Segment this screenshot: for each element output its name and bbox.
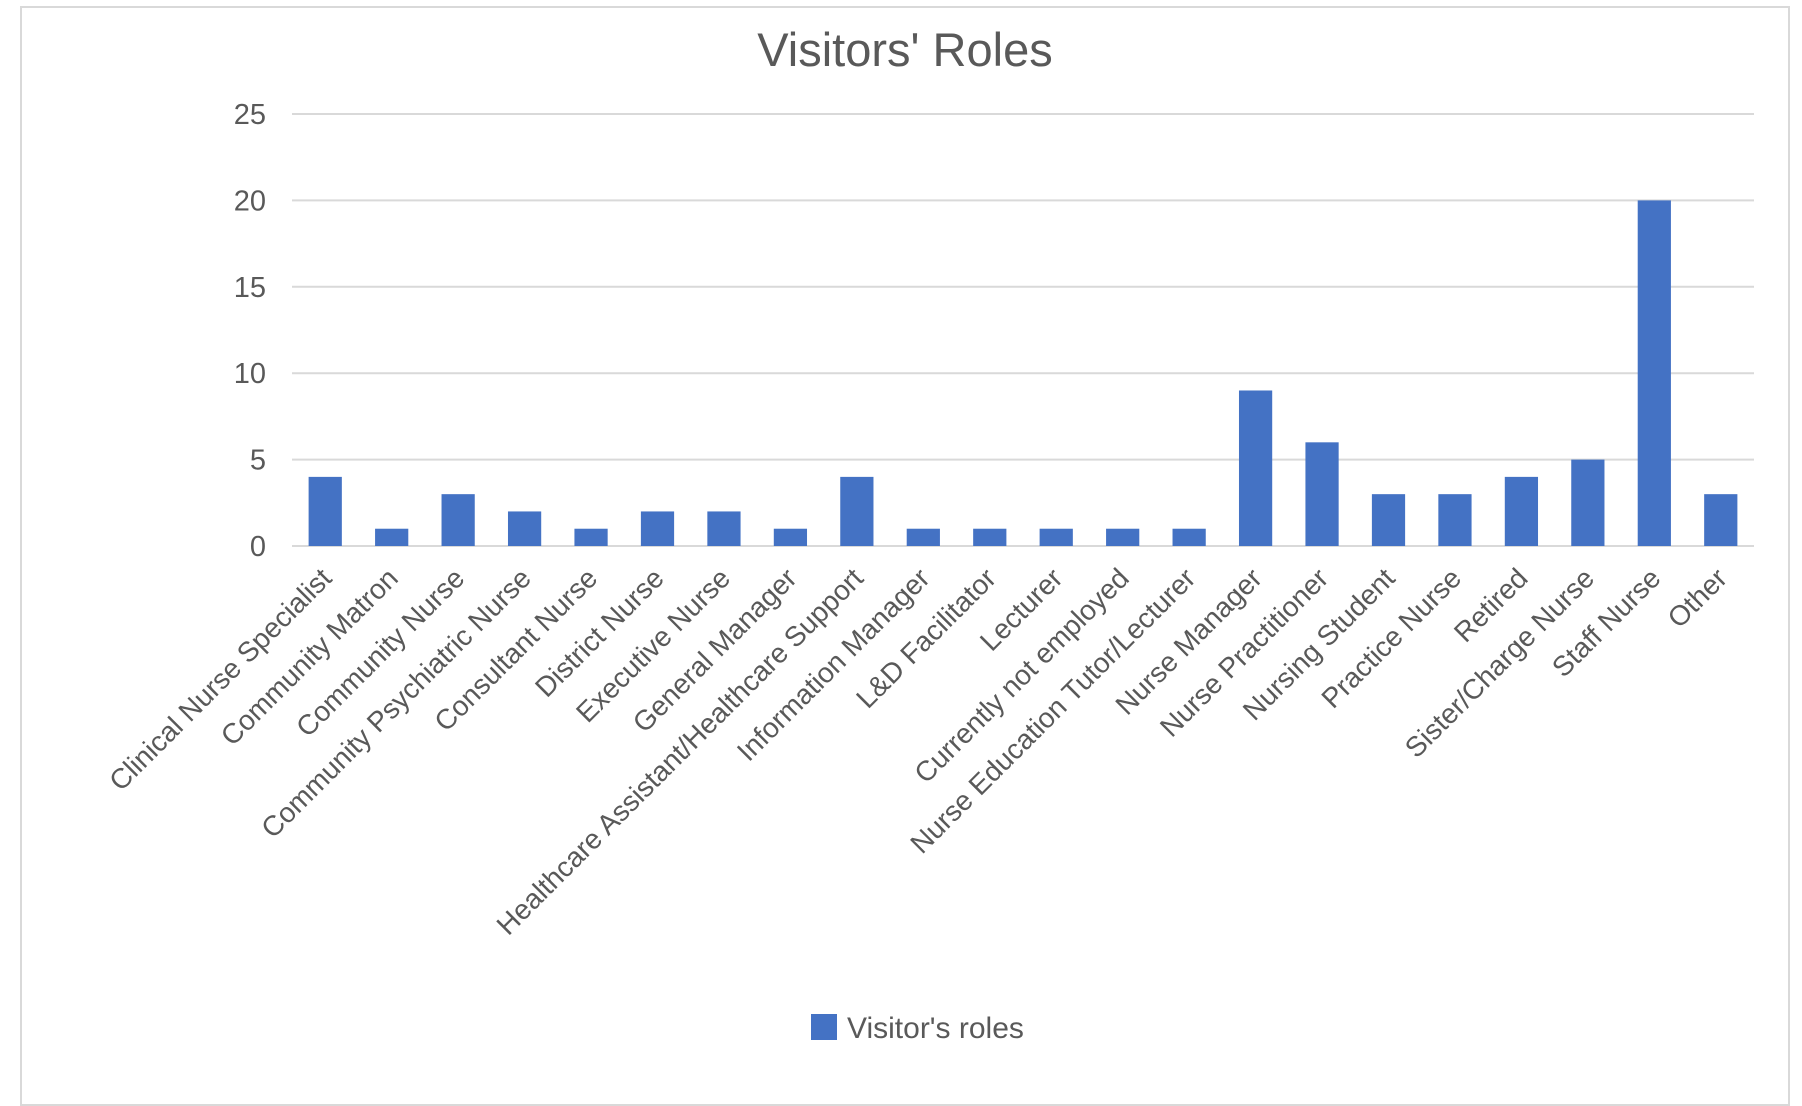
bar (507, 511, 542, 546)
bar (1371, 494, 1406, 546)
bar (1172, 528, 1206, 546)
bar (441, 494, 475, 546)
y-tick-label: 10 (234, 358, 266, 390)
bar (840, 476, 874, 546)
bar (1504, 476, 1539, 546)
legend: Visitor's roles (811, 1012, 1024, 1045)
bar (707, 511, 741, 546)
y-tick-label: 25 (234, 99, 266, 131)
legend-label: Visitor's roles (847, 1012, 1024, 1045)
bar-chart: Visitors' Roles 0 5 10 15 20 25 Clinical Nurs… (103, 23, 1754, 1045)
bar (1305, 442, 1339, 546)
y-tick-label: 0 (250, 531, 266, 563)
chart-title: Visitors' Roles (757, 23, 1052, 76)
chart-frame: Visitors' Roles 0 5 10 15 20 25 Clinical Nurs… (20, 6, 1790, 1106)
y-tick-label: 20 (234, 185, 266, 217)
legend-swatch (811, 1014, 837, 1040)
y-axis-ticks: 0 5 10 15 20 25 (234, 99, 266, 563)
bar (640, 511, 675, 546)
bar (1438, 494, 1472, 546)
bar (1106, 528, 1140, 546)
bar (773, 528, 808, 546)
bar (973, 528, 1007, 546)
bar (308, 476, 342, 546)
bar (1571, 459, 1605, 546)
bar (906, 528, 940, 546)
bars (308, 200, 1738, 546)
y-tick-label: 15 (234, 272, 266, 304)
bar (1637, 200, 1671, 546)
bar (375, 528, 409, 546)
bar (1704, 494, 1738, 546)
bar (574, 528, 608, 546)
bar (1238, 390, 1273, 546)
bar (1039, 528, 1073, 546)
y-tick-label: 5 (250, 445, 266, 477)
x-tick-label: Other (1662, 562, 1733, 633)
